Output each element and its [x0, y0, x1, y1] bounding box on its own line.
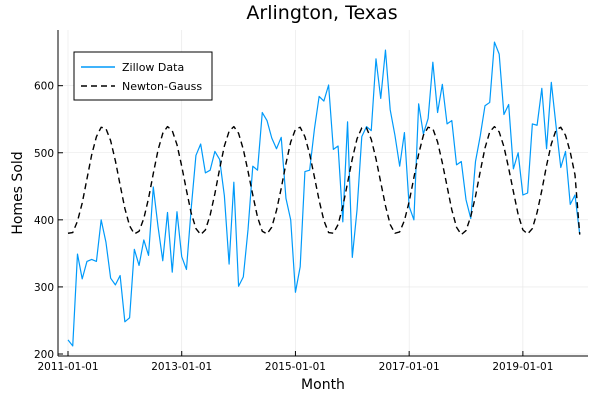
- x-tick-label: 2015-01-01: [265, 361, 326, 373]
- legend-label-zillow-data: Zillow Data: [122, 61, 184, 74]
- x-tick-label: 2019-01-01: [492, 361, 553, 373]
- legend-label-newton-gauss: Newton-Gauss: [122, 80, 202, 93]
- series-line-zillow-data: [67, 41, 581, 347]
- y-tick-label: 200: [34, 349, 54, 361]
- legend-box: [73, 51, 213, 101]
- y-axis-title: Homes Sold: [10, 151, 26, 234]
- x-tick-label: 2013-01-01: [151, 361, 212, 373]
- series-line-newton-gauss: [67, 125, 581, 236]
- x-tick-label: 2017-01-01: [379, 361, 440, 373]
- legend: Zillow Data Newton-Gauss: [73, 51, 213, 101]
- x-axis-title: Month: [301, 377, 345, 393]
- y-tick-label: 500: [34, 148, 54, 160]
- x-tick-label: 2011-01-01: [37, 361, 98, 373]
- y-tick-label: 300: [34, 282, 54, 294]
- y-ticks: 200 300 400 500 600: [34, 81, 63, 361]
- axes: [57, 30, 588, 357]
- y-tick-label: 600: [34, 81, 54, 93]
- series-lines: [67, 41, 581, 347]
- chart-title: Arlington, Texas: [246, 2, 397, 24]
- x-ticks: 2011-01-01 2013-01-01 2015-01-01 2017-01-01…: [37, 351, 553, 373]
- y-tick-label: 400: [34, 215, 54, 227]
